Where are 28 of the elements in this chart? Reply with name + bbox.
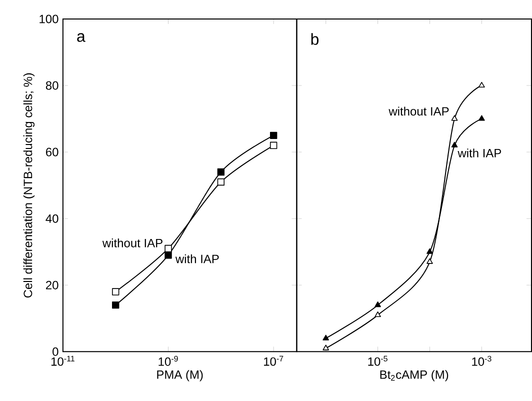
x-tick-label: 10$^{-3}$ [472,356,492,366]
point [217,168,225,176]
x-axis-title: Bt$_{2}$cAMP (M) [380,370,448,382]
point [270,142,278,150]
x-axis-title: PMA (M) [157,370,203,382]
point [217,178,225,186]
text: b [311,33,319,46]
y-axis-title: Cell differentiation (NTB-reducing cells; %) [23,73,35,298]
y-tick-label: 100 [40,14,58,24]
text: a [77,33,86,42]
x-tick-label: 10$^{-9}$ [158,356,178,366]
y-tick-label: 80 [46,81,58,90]
series-label: with IAP [458,148,502,158]
point [112,302,120,309]
series-label: without IAP [388,106,449,116]
y-tick-label: 20 [46,281,58,290]
y-tick-label: 40 [46,214,58,224]
series-label: with IAP [175,254,219,264]
x-tick-label: 10$^{-11}$ [51,356,74,366]
y-tick-label: 0 [52,348,58,356]
y-tick-label: 60 [46,148,58,156]
x-tick-label: 10$^{-5}$ [368,356,388,366]
x-tick-label: 10$^{-7}$ [264,356,284,366]
point [164,252,172,259]
point [270,132,278,140]
point [112,288,120,296]
point [164,245,172,252]
series-label: without IAP [102,238,162,248]
